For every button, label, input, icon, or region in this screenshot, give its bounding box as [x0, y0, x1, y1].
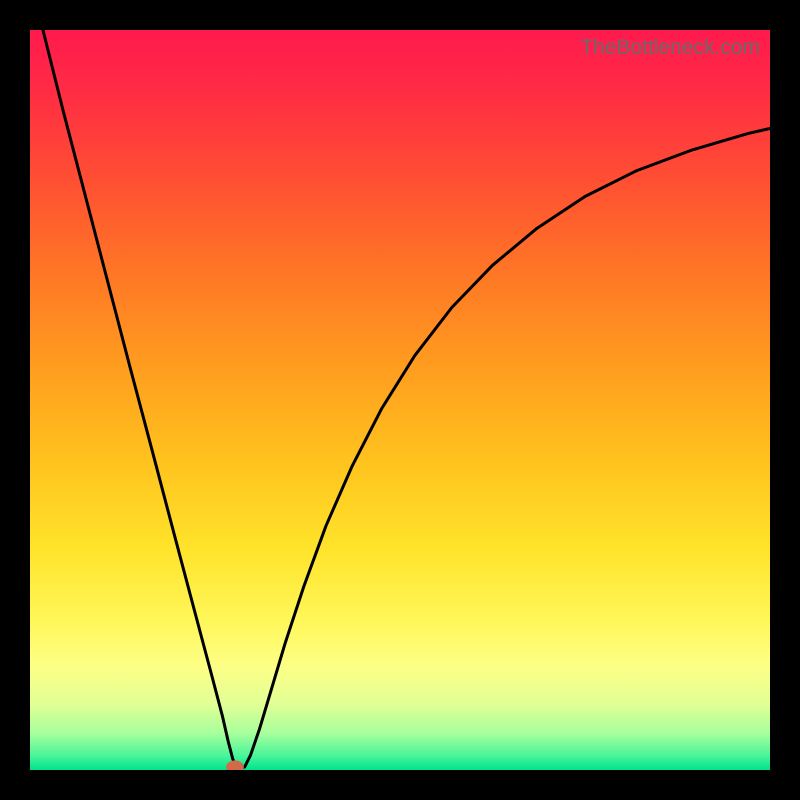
bottleneck-curve	[43, 30, 770, 768]
plot-area: TheBottleneck.com	[30, 30, 770, 770]
chart-frame: TheBottleneck.com	[0, 0, 800, 800]
watermark-text: TheBottleneck.com	[580, 36, 760, 60]
curve-marker-dot	[226, 760, 244, 770]
curve-layer	[30, 30, 770, 770]
